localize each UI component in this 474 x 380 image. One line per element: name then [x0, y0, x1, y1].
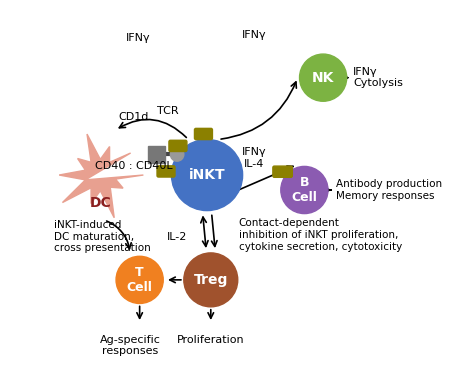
Text: NK: NK: [312, 71, 334, 85]
Circle shape: [300, 54, 346, 101]
FancyBboxPatch shape: [194, 128, 212, 139]
Text: Treg: Treg: [193, 273, 228, 287]
Text: DC: DC: [90, 196, 111, 210]
FancyBboxPatch shape: [273, 166, 292, 177]
Text: Ag-specific
responses: Ag-specific responses: [100, 335, 161, 356]
Text: T
Cell: T Cell: [127, 266, 153, 294]
Text: IFNγ
IL-4: IFNγ IL-4: [242, 147, 266, 169]
FancyBboxPatch shape: [148, 146, 165, 163]
Text: Contact-dependent
inhibition of iNKT proliferation,
cytokine secretion, cytotoxi: Contact-dependent inhibition of iNKT pro…: [239, 218, 402, 252]
Text: iNKT: iNKT: [189, 168, 225, 182]
Text: IL-2: IL-2: [167, 232, 187, 242]
Text: CD40 : CD40L: CD40 : CD40L: [95, 161, 173, 171]
Circle shape: [172, 139, 243, 211]
Text: Proliferation: Proliferation: [177, 335, 245, 345]
Text: B
Cell: B Cell: [292, 176, 317, 204]
Circle shape: [170, 148, 184, 161]
Circle shape: [116, 256, 163, 304]
Text: iNKT-induced
DC maturation,
cross presentation: iNKT-induced DC maturation, cross presen…: [54, 220, 150, 253]
Text: TCR: TCR: [157, 106, 179, 116]
Text: IFNγ
Cytolysis: IFNγ Cytolysis: [353, 67, 403, 89]
Text: CD1d: CD1d: [119, 112, 149, 122]
FancyBboxPatch shape: [157, 166, 175, 177]
FancyBboxPatch shape: [169, 140, 187, 152]
Text: Antibody production
Memory responses: Antibody production Memory responses: [336, 179, 442, 201]
Circle shape: [281, 166, 328, 214]
Circle shape: [184, 253, 238, 307]
Text: IFNγ: IFNγ: [242, 30, 266, 40]
Polygon shape: [59, 134, 144, 218]
Text: IFNγ: IFNγ: [126, 33, 150, 43]
